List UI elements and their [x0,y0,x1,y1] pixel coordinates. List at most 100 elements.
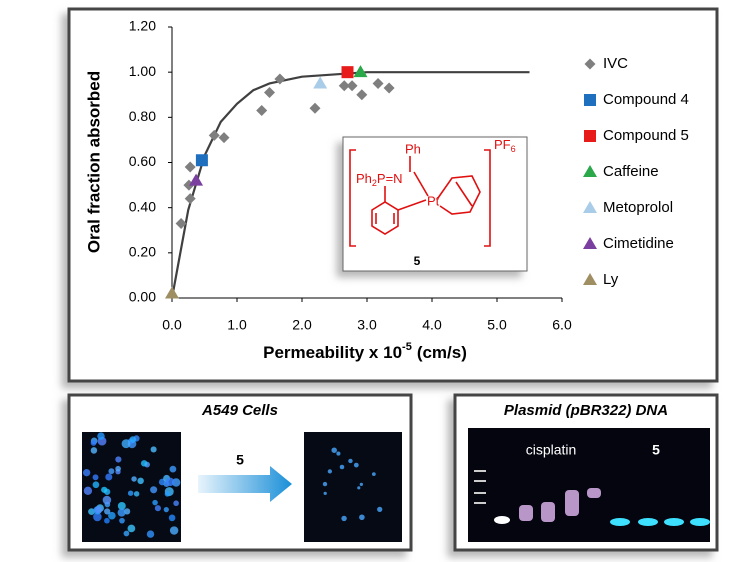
cell [140,460,148,467]
y-tick-label: 1.00 [129,63,156,79]
legend-label: Caffeine [603,163,659,180]
marker [372,77,384,89]
legend-label: Compound 4 [603,91,689,108]
marker [583,273,597,285]
marker [583,201,597,213]
x-tick-label: 1.0 [227,317,247,333]
marker [584,130,596,142]
band [664,518,684,526]
marker [175,217,187,229]
cell [169,465,177,473]
band [587,488,601,498]
cell [123,530,130,537]
cell [164,491,171,497]
y-tick-label: 0.40 [129,198,156,214]
marker [383,82,395,94]
cell [82,469,91,477]
pt-label: Pt [427,193,440,208]
cell [88,508,95,516]
ladder-band [474,492,486,494]
cell [127,490,134,496]
compound-label: 5 [414,254,421,268]
cell [115,456,122,463]
cell [108,511,116,520]
band [638,518,658,526]
marker [189,173,204,186]
cell [163,507,169,513]
legend-label: Cimetidine [603,235,674,252]
cell [323,491,327,496]
cell [353,462,359,468]
marker [346,80,358,92]
cell [129,436,137,443]
cell [359,514,365,521]
cell [105,473,113,481]
lane-label: cisplatin [526,442,577,458]
cell [165,477,175,487]
legend-label: Metoprolol [603,199,673,216]
marker [274,73,286,85]
cell [108,468,115,475]
cell [173,500,179,507]
marker [584,94,596,106]
band [519,505,533,521]
band [690,518,710,526]
marker [264,86,275,98]
y-tick-label: 0.60 [129,153,156,169]
cell [90,447,98,454]
y-tick-label: 0.80 [129,108,156,124]
marker [165,286,179,299]
inset-structure: Ph Ph2P=N Pt PF6 5 [342,136,528,272]
cell [131,476,137,482]
marker [309,102,321,114]
marker [256,105,268,117]
legend-label: Compound 5 [603,127,689,144]
cell [97,432,105,440]
x-axis-label: Permeability x 10-5 (cm/s) [263,341,467,363]
y-axis-label: Oral fraction absorbed [84,71,103,253]
legend-label: IVC [603,55,628,72]
arrow-label: 5 [236,452,244,468]
panel-title: Plasmid (pBR322) DNA [504,402,668,419]
cell [83,486,93,495]
cell [371,472,376,476]
cell [331,447,337,453]
structure-bonds [371,156,481,235]
cell [339,464,345,470]
band [610,518,630,526]
cell [154,505,161,512]
cell [348,458,353,464]
x-tick-label: 4.0 [422,317,442,333]
cell [357,486,361,490]
cell [102,495,112,505]
cell [92,481,100,489]
cells-after [304,432,402,542]
ph2p-label: Ph2P=N [356,171,403,188]
marker [583,165,597,177]
lane-label: 5 [652,442,660,458]
arrow [198,466,292,502]
cell [152,499,158,506]
cell [101,486,108,493]
cell [93,512,102,522]
panel-title: A549 Cells [201,402,278,419]
band [494,516,510,524]
cell [322,481,328,487]
cell [150,446,157,453]
pf6-label: PF6 [494,137,516,154]
cell [341,515,347,522]
cell [127,524,136,533]
marker [313,76,328,89]
cell [336,451,341,456]
marker [341,66,354,79]
marker [184,161,196,173]
marker [356,89,368,101]
marker [218,132,230,144]
cell [377,506,383,513]
cell [137,477,144,485]
x-tick-label: 5.0 [487,317,507,333]
marker [583,237,597,249]
ladder-band [474,502,486,504]
cell [359,482,363,487]
